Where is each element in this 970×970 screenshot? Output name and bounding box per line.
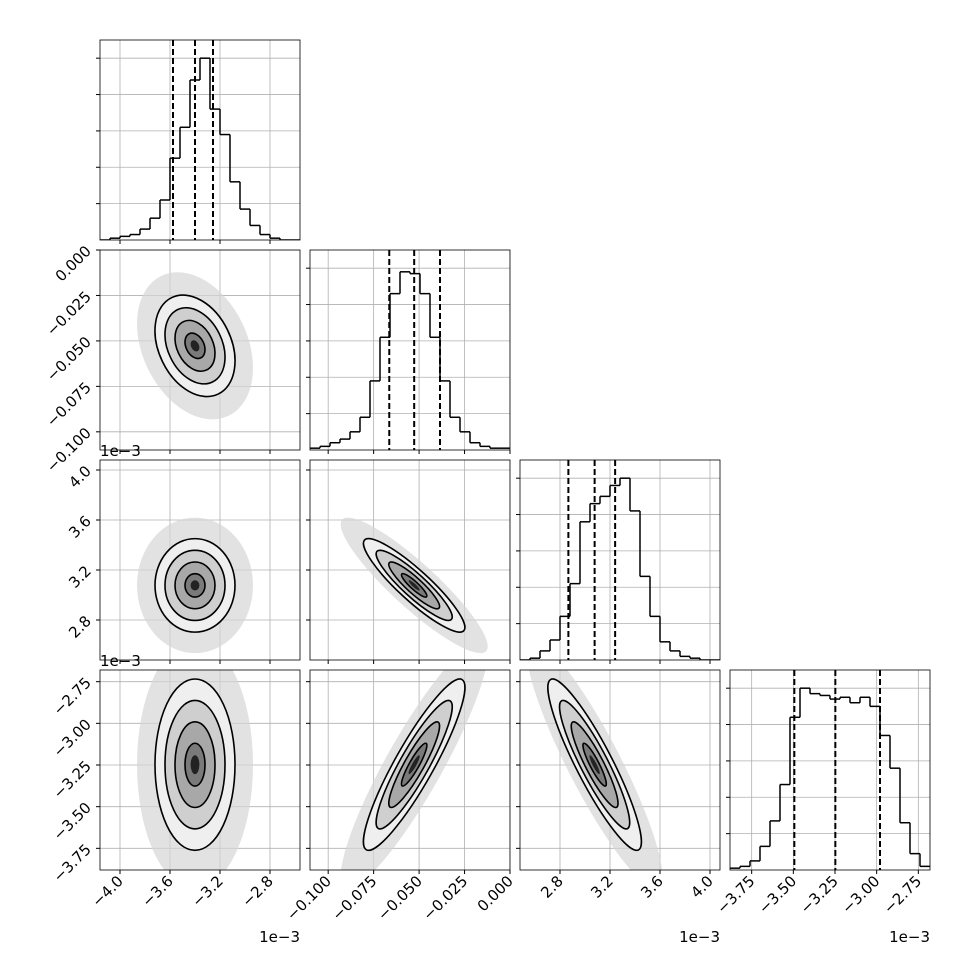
panel-frame (99, 39, 301, 241)
x-tick-label: 3.6 (637, 872, 667, 902)
density-peak (408, 755, 420, 775)
x-tick-label: 2.8 (537, 872, 567, 902)
x-tick-label: −4.0 (88, 872, 126, 910)
x-tick-label: −0.100 (283, 872, 335, 924)
panel-frame (309, 249, 511, 451)
y-tick-label: 2.8 (65, 612, 95, 642)
panel-frame (99, 249, 301, 451)
y-tick-label: −0.075 (43, 378, 95, 430)
x-tick-label: −3.2 (188, 872, 226, 910)
panel-frame (309, 459, 511, 661)
y-offset-text: 1e−3 (100, 652, 141, 670)
panel (100, 460, 300, 660)
panel (520, 460, 720, 660)
x-tick-label: −2.8 (238, 872, 276, 910)
panel-frame (729, 669, 931, 871)
x-tick-label: −0.075 (328, 872, 380, 924)
y-tick-label: −3.50 (50, 799, 95, 844)
y-tick-label: −3.00 (50, 715, 95, 760)
y-tick-label: 4.0 (65, 462, 95, 492)
x-tick-label: −3.50 (755, 872, 800, 917)
y-tick-label: −0.050 (43, 333, 95, 385)
x-tick-label: −3.25 (797, 872, 842, 917)
density-peak (408, 580, 420, 591)
x-tick-label: −3.6 (138, 872, 176, 910)
panel-frame (99, 669, 301, 871)
x-offset-text: 1e−3 (889, 928, 930, 946)
panel (100, 250, 300, 450)
panel (310, 670, 510, 870)
x-offset-text: 1e−3 (259, 928, 300, 946)
y-offset-text: 1e−3 (100, 442, 141, 460)
y-tick-label: 3.6 (65, 512, 95, 542)
y-tick-label: −0.025 (43, 288, 95, 340)
density-peak (190, 580, 200, 591)
x-tick-label: −0.025 (419, 872, 471, 924)
panel (310, 250, 510, 450)
x-tick-label: −2.75 (880, 872, 925, 917)
x-tick-label: 4.0 (687, 872, 717, 902)
y-tick-label: −3.75 (50, 840, 95, 885)
x-tick-label: 3.2 (587, 872, 617, 902)
panel-frame (519, 459, 721, 661)
y-tick-label: 3.2 (65, 562, 95, 592)
density-peak (190, 340, 200, 352)
panel (520, 670, 720, 870)
x-tick-label: −3.75 (713, 872, 758, 917)
panel (100, 40, 300, 240)
panel (730, 670, 930, 870)
x-offset-text: 1e−3 (679, 928, 720, 946)
panel-frame (99, 459, 301, 661)
y-tick-label: −2.75 (50, 674, 95, 719)
x-tick-label: 0.000 (474, 872, 517, 915)
y-tick-label: 0.000 (52, 242, 95, 285)
x-tick-label: −3.00 (838, 872, 883, 917)
panel (310, 460, 510, 660)
panel-frame (309, 669, 511, 871)
x-tick-label: −0.050 (374, 872, 426, 924)
density-peak (190, 755, 200, 775)
y-tick-label: −3.25 (50, 757, 95, 802)
panel (100, 670, 300, 870)
panel-frame (519, 669, 721, 871)
density-peak (589, 755, 600, 775)
